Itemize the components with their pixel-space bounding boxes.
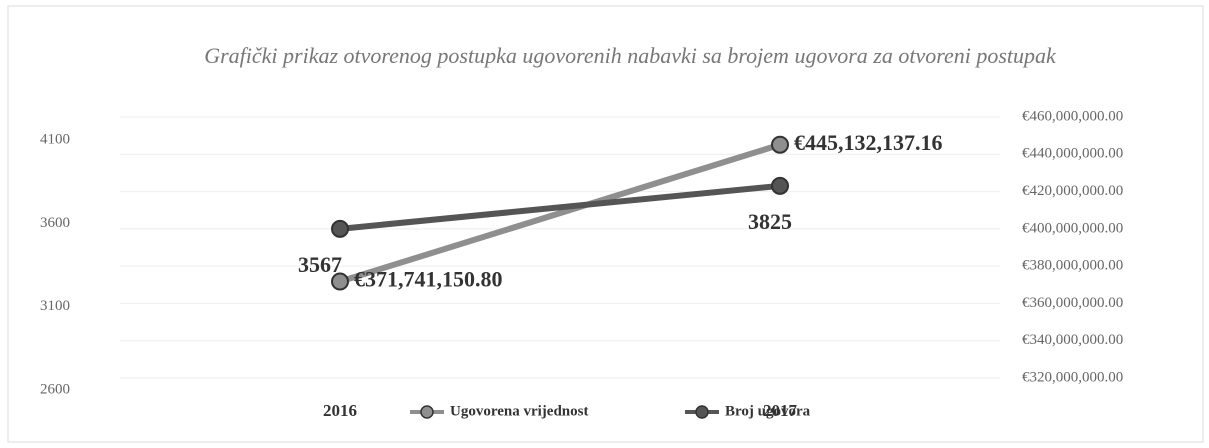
y-tick-label: 3600 bbox=[40, 215, 70, 231]
data-point bbox=[771, 135, 789, 154]
data-label: 3567 bbox=[298, 252, 342, 277]
y-tick-label: 2600 bbox=[40, 381, 70, 397]
x-tick-label: 2016 bbox=[323, 401, 357, 420]
data-point bbox=[771, 176, 789, 195]
y2-tick-label: €340,000,000.00 bbox=[1022, 332, 1123, 348]
series-line bbox=[339, 182, 781, 232]
legend-marker bbox=[695, 405, 709, 419]
series-line bbox=[339, 141, 781, 285]
y2-tick-label: €380,000,000.00 bbox=[1022, 258, 1123, 274]
legend-marker bbox=[420, 405, 434, 419]
y2-tick-label: €460,000,000.00 bbox=[1022, 108, 1123, 124]
chart-title: Grafički prikaz otvorenog postupka ugovo… bbox=[204, 43, 1057, 68]
chart-border bbox=[7, 5, 1204, 443]
data-point bbox=[331, 219, 349, 238]
y2-tick-label: €360,000,000.00 bbox=[1022, 295, 1123, 311]
data-label: 3825 bbox=[748, 209, 792, 234]
data-point bbox=[331, 272, 349, 291]
x-tick-label: 2017 bbox=[763, 401, 798, 420]
y2-tick-label: €440,000,000.00 bbox=[1022, 146, 1123, 162]
y2-tick-label: €320,000,000.00 bbox=[1022, 369, 1123, 385]
legend-label: Broj ugovora bbox=[725, 403, 811, 419]
y-tick-label: 3100 bbox=[40, 298, 70, 314]
y-tick-label: 4100 bbox=[40, 131, 70, 147]
y2-tick-label: €420,000,000.00 bbox=[1022, 183, 1123, 199]
data-label: €445,132,137.16 bbox=[794, 130, 943, 155]
y2-tick-label: €400,000,000.00 bbox=[1022, 220, 1123, 236]
legend-label: Ugovorena vrijednost bbox=[450, 403, 588, 419]
data-label: €371,741,150.80 bbox=[354, 267, 503, 292]
